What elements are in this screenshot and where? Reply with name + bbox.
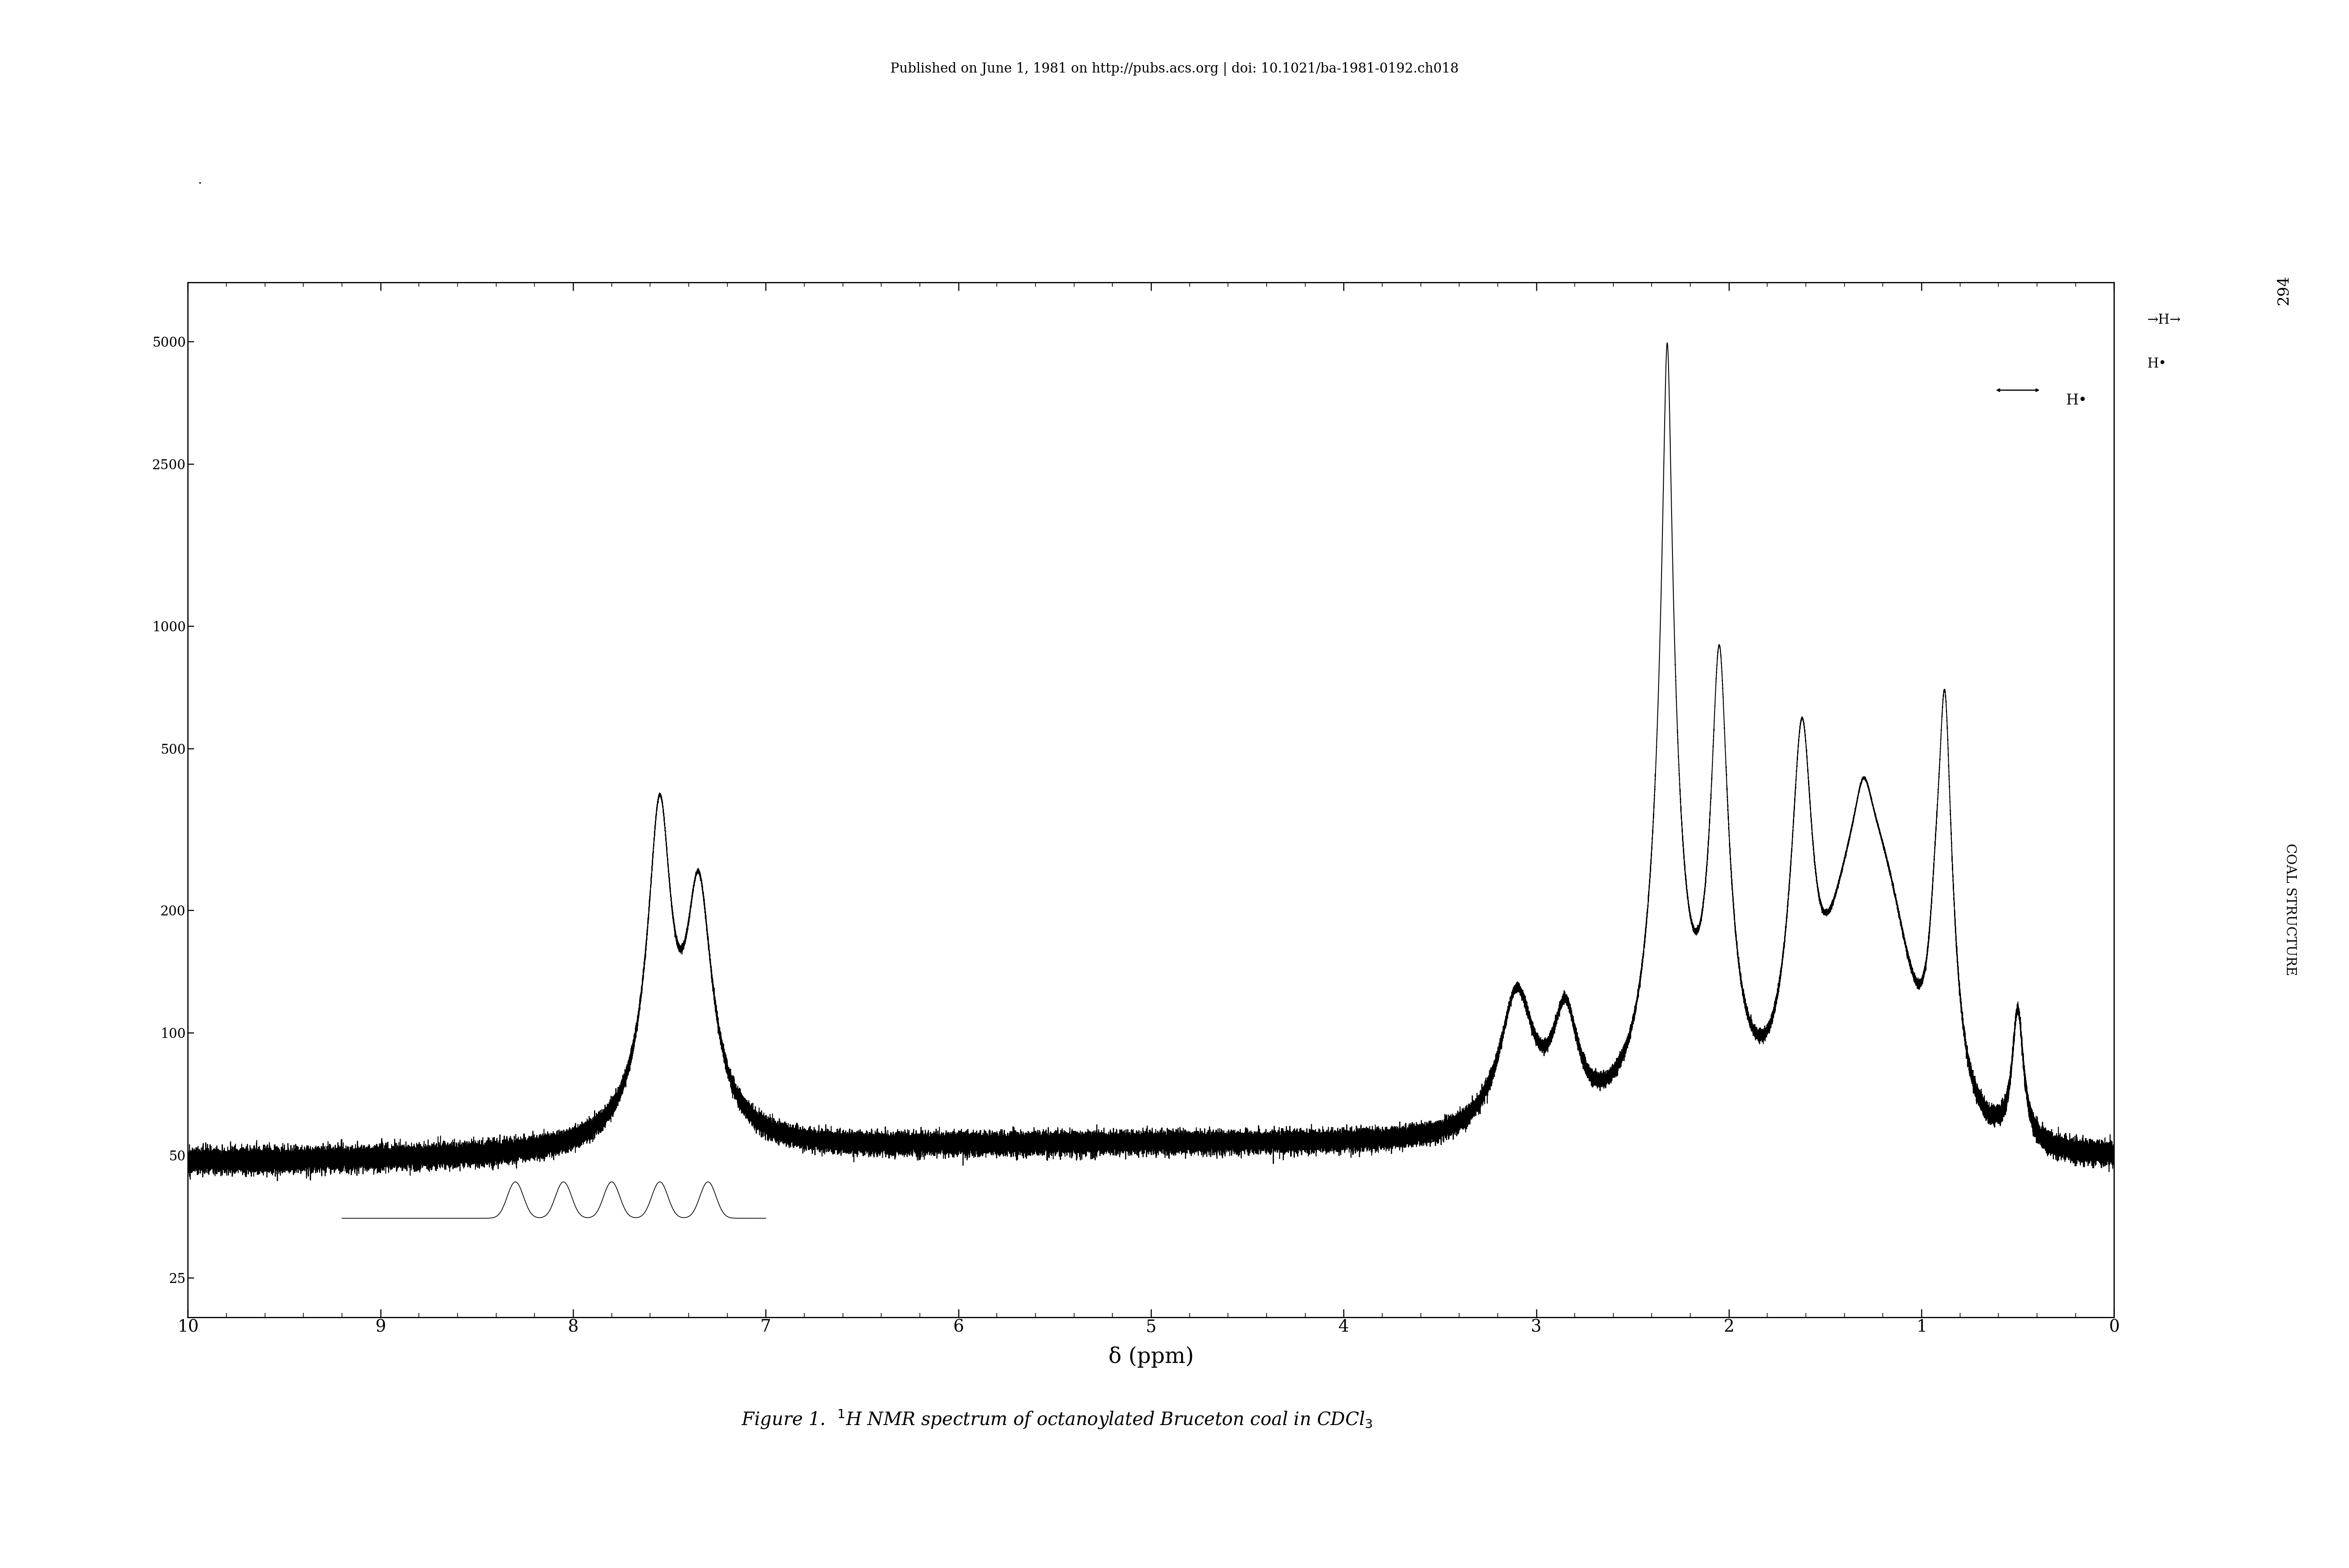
Text: H•: H• (2147, 358, 2166, 370)
Text: 294: 294 (2276, 274, 2290, 306)
Text: Figure 1.  $^{1}$H NMR spectrum of octanoylated Bruceton coal in CDCl$_{3}$: Figure 1. $^{1}$H NMR spectrum of octano… (742, 1408, 1372, 1430)
X-axis label: δ (ppm): δ (ppm) (1109, 1347, 1193, 1367)
Text: .: . (197, 174, 202, 187)
Text: COAL STRUCTURE: COAL STRUCTURE (2283, 844, 2297, 975)
Text: →H→: →H→ (2147, 314, 2180, 326)
Text: H•: H• (2065, 394, 2088, 408)
Text: Published on June 1, 1981 on http://pubs.acs.org | doi: 10.1021/ba-1981-0192.ch0: Published on June 1, 1981 on http://pubs… (890, 63, 1459, 75)
